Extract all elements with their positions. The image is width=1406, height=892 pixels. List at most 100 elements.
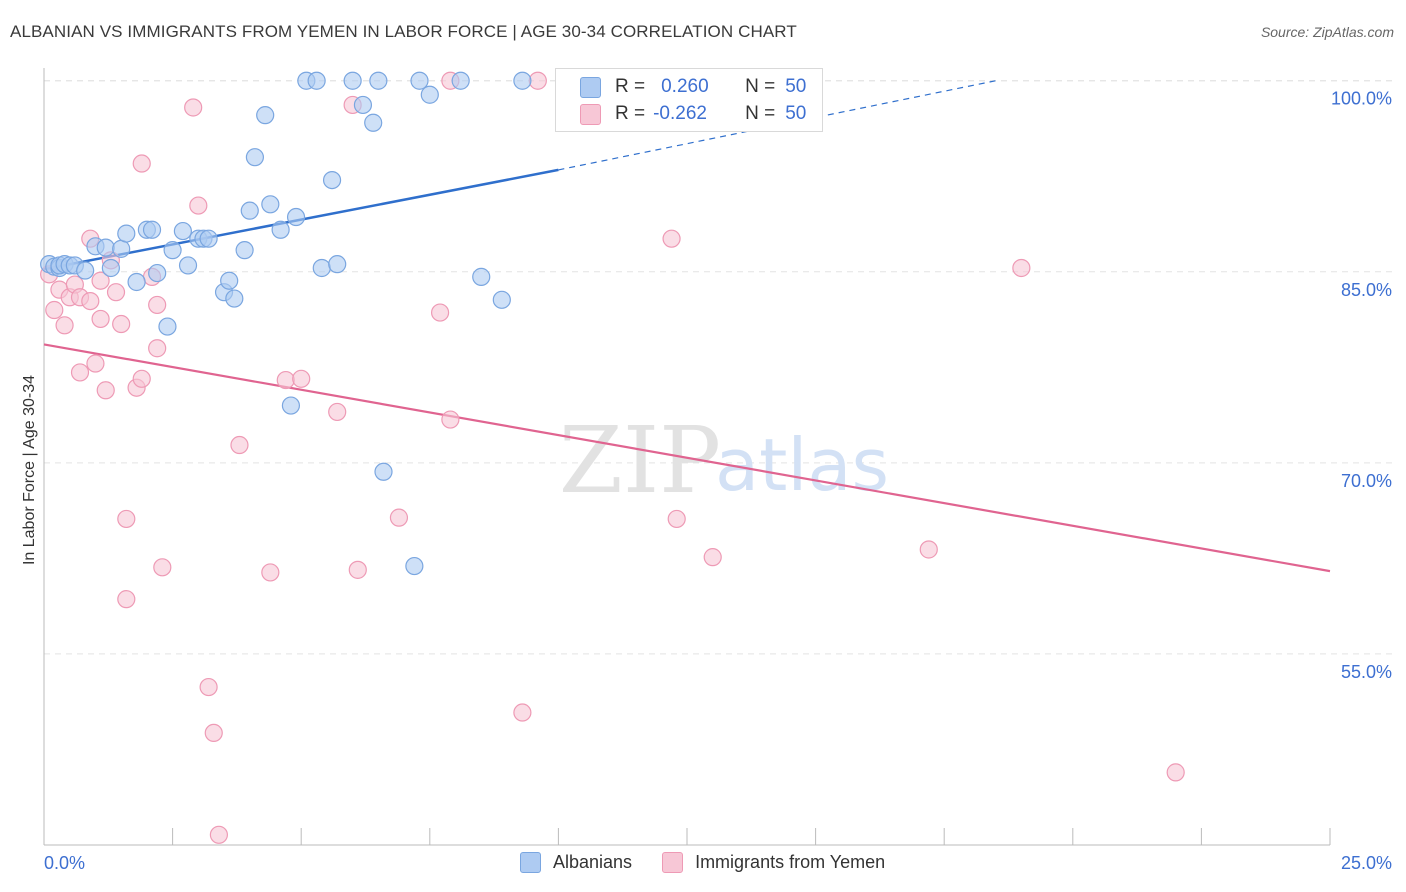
- data-point-yemen: [91, 309, 110, 329]
- data-point-albanian: [472, 267, 491, 286]
- data-point-albanian: [142, 220, 162, 239]
- y-tick-label: 55.0%: [1341, 662, 1392, 682]
- data-point-albanian: [76, 261, 95, 280]
- data-point-albanian: [225, 289, 244, 308]
- legend-n-value: 50: [785, 103, 807, 124]
- watermark-atlas: atlas: [715, 423, 889, 507]
- data-point-albanian: [261, 195, 280, 214]
- albanian-points: [40, 71, 532, 576]
- data-point-albanian: [343, 71, 362, 90]
- data-point-albanian: [240, 201, 259, 220]
- data-point-yemen: [106, 283, 126, 302]
- data-point-albanian: [220, 271, 239, 290]
- data-point-yemen: [153, 558, 172, 577]
- data-point-yemen: [112, 314, 131, 334]
- data-point-yemen: [348, 560, 367, 579]
- legend-swatch-albanians: [520, 852, 541, 873]
- data-point-yemen: [667, 509, 686, 529]
- stats-legend: R = 0.260 N = 50 R = -0.262 N = 50: [555, 68, 823, 132]
- legend-swatch-pink: [580, 103, 601, 125]
- data-point-albanian: [112, 239, 131, 258]
- data-point-yemen: [204, 723, 223, 743]
- legend-swatch-yemen: [662, 852, 684, 873]
- data-point-yemen: [70, 363, 90, 382]
- data-point-yemen: [230, 435, 249, 455]
- data-point-albanian: [271, 220, 290, 239]
- data-point-albanian: [451, 71, 470, 90]
- data-point-yemen: [430, 303, 450, 322]
- legend-r-value: -0.262: [653, 103, 707, 124]
- y-tick-label: 100.0%: [1331, 89, 1392, 109]
- data-point-yemen: [132, 369, 151, 388]
- data-point-albanian: [158, 317, 177, 336]
- data-point-albanian: [492, 290, 511, 309]
- legend-row-albanians: R = 0.260 N = 50: [580, 75, 806, 99]
- legend-n-label: N =: [745, 103, 776, 124]
- legend-r-label: R =: [615, 76, 646, 97]
- legend-item-albanians[interactable]: Albanians: [520, 852, 632, 873]
- data-point-yemen: [209, 825, 228, 844]
- data-point-yemen: [292, 369, 311, 388]
- watermark-zip: ZIP: [559, 407, 721, 514]
- legend-n-value: 50: [785, 76, 807, 97]
- data-point-albanian: [117, 224, 136, 243]
- legend-row-yemen: R = -0.262 N = 50: [580, 102, 806, 126]
- data-point-albanian: [353, 95, 373, 115]
- data-point-albanian: [328, 255, 347, 274]
- y-tick-label: 85.0%: [1341, 280, 1392, 300]
- legend-label-yemen: Immigrants from Yemen: [695, 852, 886, 872]
- data-point-yemen: [117, 509, 136, 529]
- data-point-yemen: [261, 563, 280, 582]
- data-point-albanian: [163, 241, 182, 260]
- data-point-yemen: [184, 98, 203, 117]
- data-point-albanian: [256, 106, 275, 125]
- y-axis-title: In Labor Force | Age 30-34: [21, 374, 38, 566]
- data-point-yemen: [1012, 258, 1031, 278]
- data-point-yemen: [189, 196, 208, 215]
- data-point-yemen: [148, 295, 167, 315]
- data-point-yemen: [132, 154, 151, 173]
- data-point-albanian: [199, 229, 218, 248]
- data-point-yemen: [55, 316, 74, 335]
- data-point-yemen: [81, 292, 100, 311]
- data-point-albanian: [148, 263, 167, 283]
- legend-item-yemen[interactable]: Immigrants from Yemen: [662, 852, 885, 873]
- legend-r-value: 0.260: [661, 76, 709, 97]
- chart-title: ALBANIAN VS IMMIGRANTS FROM YEMEN IN LAB…: [10, 22, 797, 41]
- legend-n-label: N =: [745, 76, 776, 97]
- data-point-albanian: [364, 113, 383, 132]
- data-point-yemen: [528, 71, 547, 90]
- data-point-albanian: [286, 207, 306, 227]
- data-point-albanian: [245, 148, 265, 167]
- data-point-albanian: [127, 272, 146, 292]
- data-point-yemen: [45, 300, 64, 320]
- data-point-albanian: [178, 256, 198, 275]
- data-point-yemen: [276, 370, 295, 390]
- data-point-albanian: [96, 238, 115, 257]
- data-point-yemen: [1166, 763, 1185, 782]
- data-point-albanian: [312, 258, 331, 278]
- data-point-albanian: [173, 221, 192, 241]
- data-point-yemen: [703, 548, 722, 567]
- data-point-albanian: [235, 241, 254, 260]
- y-tick-labels: 55.0% 70.0% 85.0% 100.0%: [1331, 89, 1392, 682]
- trend-line-yemen: [43, 343, 1331, 573]
- legend-r-label: R =: [615, 103, 646, 124]
- data-point-yemen: [513, 703, 532, 722]
- data-point-yemen: [441, 410, 460, 429]
- data-point-albanian: [101, 258, 120, 278]
- data-point-albanian: [307, 71, 326, 90]
- y-tick-label: 70.0%: [1341, 471, 1392, 491]
- watermark: ZIP atlas: [559, 407, 889, 514]
- data-point-albanian: [405, 556, 424, 576]
- data-point-yemen: [117, 590, 136, 609]
- data-point-yemen: [919, 540, 938, 559]
- x-tick-label-right: 25.0%: [1341, 853, 1392, 873]
- legend-label-albanians: Albanians: [553, 852, 633, 872]
- chart-source: Source: ZipAtlas.com: [1260, 24, 1394, 40]
- series-legend: Albanians Immigrants from Yemen: [520, 852, 915, 873]
- data-point-albanian: [369, 71, 388, 90]
- data-point-yemen: [86, 354, 105, 373]
- legend-swatch-blue: [580, 76, 601, 98]
- data-point-yemen: [91, 271, 110, 290]
